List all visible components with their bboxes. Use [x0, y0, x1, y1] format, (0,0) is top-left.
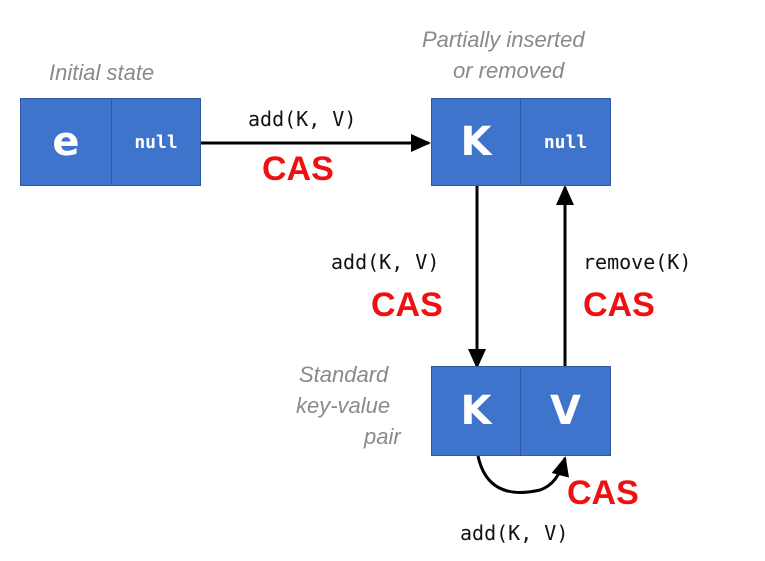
partial-key-cell: K — [431, 98, 521, 186]
initial-state-label: Initial state — [49, 60, 155, 85]
initial-value-cell: null — [111, 98, 201, 186]
cas-partial-to-standard: CAS — [371, 286, 443, 324]
standard-state-label-line2: key-value — [296, 393, 391, 418]
op-partial-to-standard: add(K, V) — [331, 250, 440, 274]
partial-state-label-line2: or removed — [453, 58, 565, 83]
partial-state-label-line1: Partially inserted — [422, 27, 585, 52]
op-initial-to-partial: add(K, V) — [248, 107, 357, 131]
arrow-standard-self-loop — [476, 455, 570, 494]
cas-standard-self: CAS — [567, 474, 639, 512]
standard-state-label-line1: Standard — [299, 362, 389, 387]
op-standard-self: add(K, V) — [460, 521, 569, 545]
initial-key-cell: e — [20, 98, 112, 186]
op-standard-to-partial: remove(K) — [583, 250, 692, 274]
partial-value-cell: null — [520, 98, 611, 186]
standard-key-cell: K — [431, 366, 521, 456]
cas-standard-to-partial: CAS — [583, 286, 655, 324]
cas-initial-to-partial: CAS — [262, 150, 334, 188]
standard-value-cell: V — [520, 366, 611, 456]
standard-state-label-line3: pair — [364, 424, 401, 449]
